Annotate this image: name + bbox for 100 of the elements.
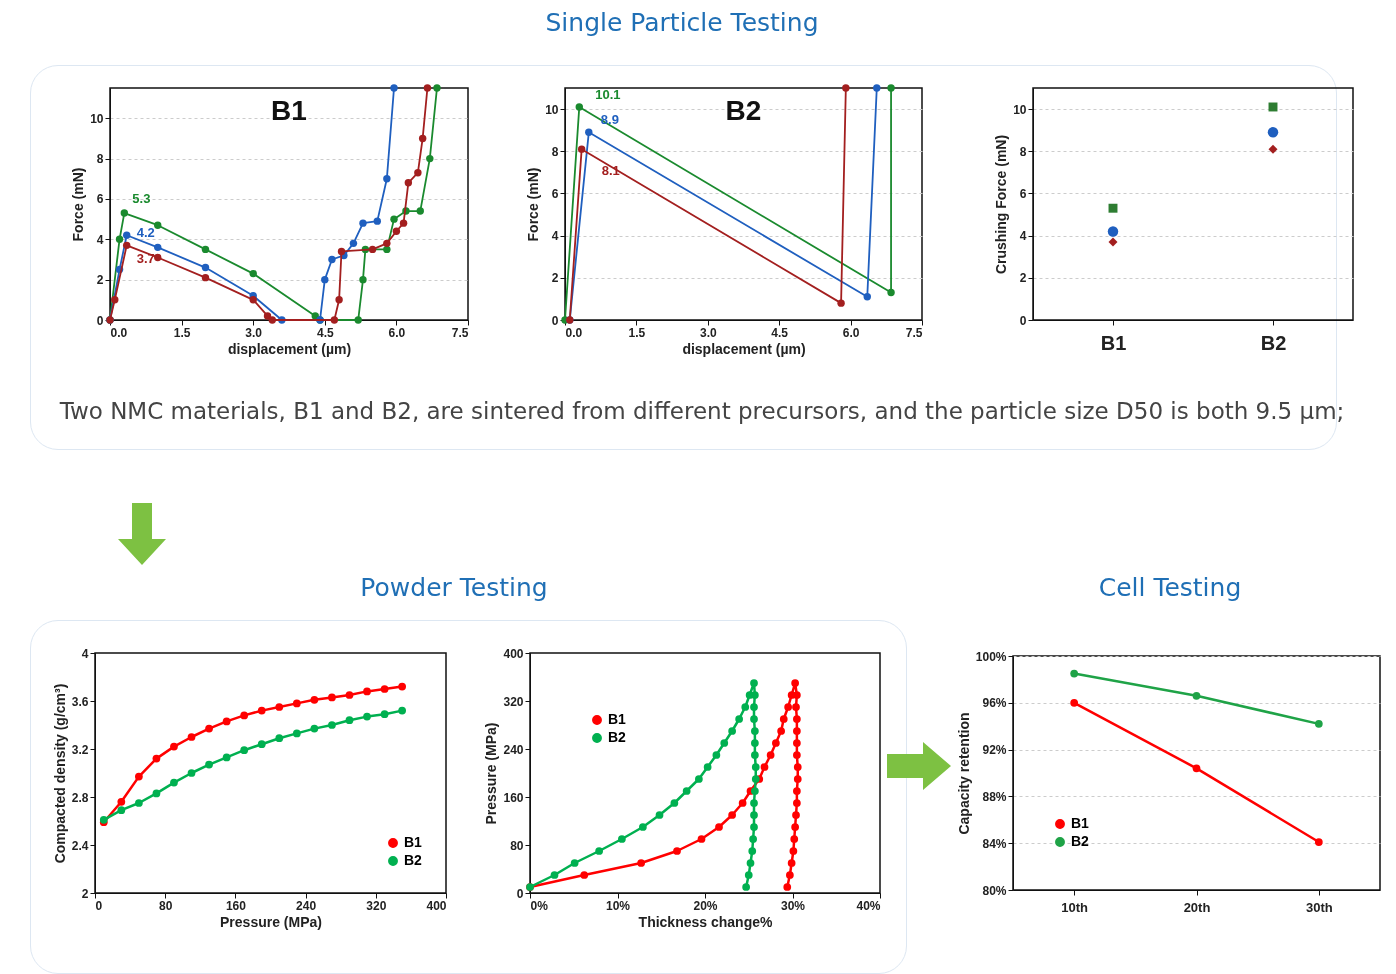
point [380, 710, 389, 719]
legend-label: B2 [404, 852, 423, 868]
y-axis-title: Compacted density (g/cm³) [51, 683, 68, 864]
annotation: 10.1 [595, 86, 621, 102]
y-tick-label: 2 [96, 273, 104, 288]
point [240, 711, 249, 720]
point [637, 859, 645, 867]
point [744, 871, 753, 879]
point [205, 760, 213, 769]
point [222, 753, 231, 762]
point [1070, 669, 1079, 678]
x-axis-title: displacement (µm) [682, 340, 806, 357]
point [793, 751, 801, 759]
y-tick-label: 4 [81, 646, 89, 661]
x-tick-label: 7.5 [905, 325, 923, 340]
text: Single Particle Testing [545, 7, 819, 37]
text: Two NMC materials, B1 and B2, are sintered from different precursors, and the particle size D50 is both 9.5 μm; [59, 398, 1345, 424]
point [639, 823, 647, 831]
point [670, 799, 679, 807]
x-tick-label: 20% [693, 898, 718, 913]
legend-label: B1 [404, 834, 423, 850]
point [787, 859, 796, 867]
legend-label: B1 [1071, 815, 1090, 831]
y-tick-label: 84% [982, 836, 1007, 851]
x-tick-label: 320 [366, 898, 387, 913]
x-tick-label: 6.0 [388, 325, 406, 340]
point [748, 847, 757, 855]
annotation: 4.2 [136, 225, 155, 241]
point [793, 787, 801, 795]
point [257, 706, 266, 715]
x-tick-label: 1.5 [173, 325, 191, 340]
y-tick-label: 320 [503, 694, 524, 709]
y-tick-label: 0 [516, 886, 524, 901]
point [791, 823, 799, 831]
point [783, 883, 792, 891]
point [790, 835, 799, 843]
x-tick-label: 0.0 [565, 325, 583, 340]
point [751, 763, 760, 771]
y-tick-label: 92% [982, 743, 1007, 758]
point [793, 763, 802, 771]
point [742, 883, 750, 891]
point [751, 727, 759, 735]
y-axis-title: Force (mN) [70, 167, 87, 242]
x-tick-label: 7.5 [451, 325, 469, 340]
point [697, 835, 706, 843]
y-axis-title: Force (mN) [525, 167, 542, 242]
point [766, 751, 775, 759]
point [310, 695, 319, 704]
point [792, 811, 800, 819]
y-tick-label: 96% [982, 696, 1007, 711]
point [240, 746, 249, 755]
x-axis-title: displacement (µm) [227, 340, 352, 357]
x-tick-label: 10th [1061, 899, 1089, 915]
point [673, 847, 681, 855]
y-tick-label: 4 [96, 232, 104, 247]
point [310, 724, 319, 733]
point [1107, 226, 1119, 237]
point [363, 687, 371, 696]
point [728, 811, 736, 819]
y-tick-label: 3.2 [71, 742, 89, 757]
x-tick-label: 80 [159, 898, 173, 913]
point [750, 799, 758, 807]
point [751, 775, 760, 783]
point [187, 769, 196, 777]
point [749, 835, 757, 843]
point [789, 847, 798, 855]
x-tick-label: 160 [225, 898, 247, 913]
point [1070, 698, 1079, 707]
chart-title: B2 [725, 95, 762, 127]
y-tick-label: 2.4 [71, 838, 89, 853]
y-axis-title: Capacity retention [955, 712, 972, 835]
y-tick-label: 88% [982, 789, 1007, 804]
x-tick-label: 400 [426, 898, 447, 913]
point [135, 799, 143, 807]
y-tick-label: 2.8 [71, 790, 89, 805]
point [751, 751, 759, 759]
point [793, 727, 801, 735]
point [222, 717, 231, 726]
y-tick-label: 6 [1019, 186, 1027, 201]
point [703, 763, 712, 771]
point [735, 715, 743, 723]
y-tick-label: 6 [96, 192, 104, 207]
point [777, 727, 785, 735]
point [655, 811, 664, 819]
text: Cell Testing [1098, 572, 1242, 602]
point [363, 712, 371, 721]
point [720, 739, 729, 747]
point [550, 871, 559, 879]
x-axis-title: Pressure (MPa) [220, 913, 322, 930]
y-tick-label: 160 [503, 790, 524, 805]
y-axis-title: Crushing Force (mN) [993, 134, 1010, 275]
y-tick-label: 0 [96, 313, 104, 328]
x-tick-label: 30th [1305, 899, 1333, 915]
text: Powder Testing [360, 572, 548, 602]
y-tick-label: 400 [503, 646, 524, 661]
x-tick-label: 3.0 [699, 325, 717, 340]
x-tick-label: 0.0 [110, 325, 128, 340]
point [751, 739, 759, 747]
point [328, 693, 336, 702]
point [760, 763, 769, 771]
